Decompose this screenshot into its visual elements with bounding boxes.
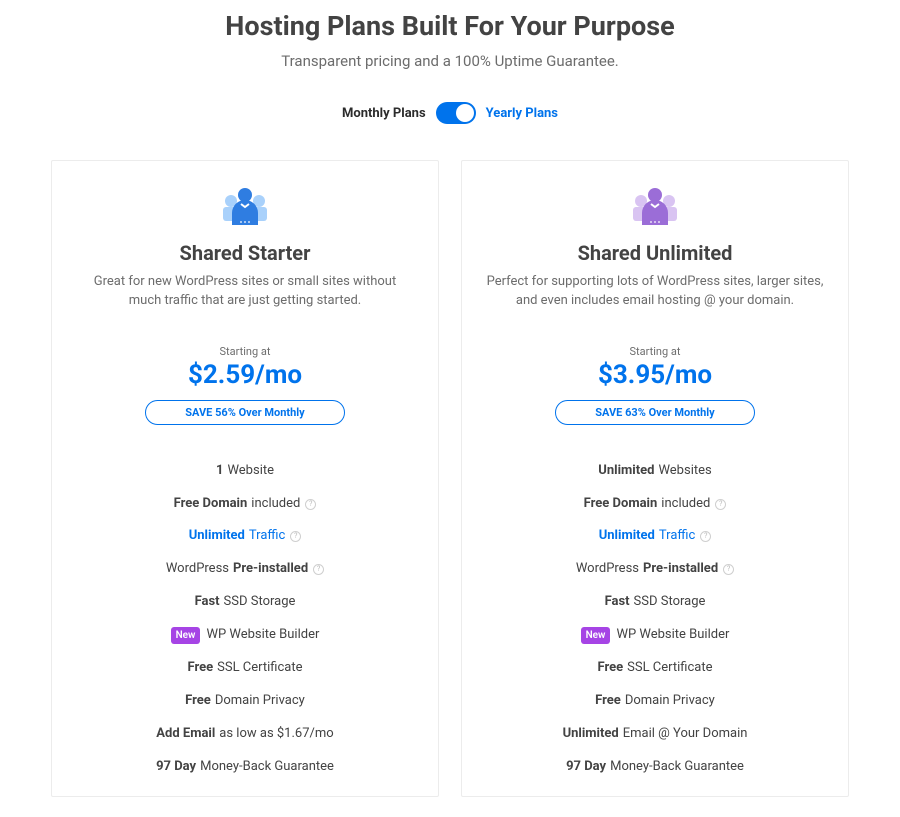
- feature-row: 97 DayMoney-Back Guarantee: [70, 751, 420, 784]
- feature-rest: WP Website Builder: [616, 627, 729, 644]
- pricing-cards: Shared Starter Great for new WordPress s…: [20, 160, 880, 797]
- feature-bold: Free Domain: [584, 496, 658, 513]
- feature-bold: Add Email: [156, 726, 215, 743]
- info-icon[interactable]: ?: [723, 564, 734, 575]
- page-title: Hosting Plans Built For Your Purpose: [20, 0, 880, 42]
- feature-list: UnlimitedWebsitesFree Domainincluded?Unl…: [480, 455, 830, 784]
- save-badge: SAVE 56% Over Monthly: [145, 400, 345, 425]
- feature-bold: Free: [597, 660, 623, 677]
- feature-rest: SSD Storage: [224, 594, 296, 611]
- feature-row: WordPressPre-installed?: [480, 553, 830, 586]
- feature-rest: included: [251, 496, 300, 513]
- feature-bold: Unlimited: [563, 726, 619, 743]
- plan-description: Great for new WordPress sites or small s…: [70, 273, 420, 311]
- feature-row: FreeDomain Privacy: [480, 685, 830, 718]
- feature-bold: Fast: [195, 594, 220, 611]
- info-icon[interactable]: ?: [290, 531, 301, 542]
- feature-row: Add Emailas low as $1.67/mo: [70, 718, 420, 751]
- page-subtitle: Transparent pricing and a 100% Uptime Gu…: [20, 52, 880, 70]
- feature-link[interactable]: Unlimited: [599, 528, 655, 545]
- feature-row: WordPressPre-installed?: [70, 553, 420, 586]
- billing-toggle[interactable]: [436, 102, 476, 124]
- feature-rest: SSL Certificate: [627, 660, 712, 677]
- save-badge: SAVE 63% Over Monthly: [555, 400, 755, 425]
- feature-pre: WordPress: [576, 561, 639, 578]
- starting-label: Starting at: [480, 345, 830, 358]
- feature-bold: Fast: [605, 594, 630, 611]
- plan-name: Shared Unlimited: [480, 241, 830, 265]
- feature-rest: Website: [227, 463, 274, 480]
- feature-link-rest[interactable]: Traffic: [659, 528, 695, 545]
- info-icon[interactable]: ?: [313, 564, 324, 575]
- feature-list: 1WebsiteFree Domainincluded?UnlimitedTra…: [70, 455, 420, 784]
- plan-icon: [217, 185, 273, 227]
- feature-row: UnlimitedTraffic?: [70, 520, 420, 553]
- feature-row: FreeSSL Certificate: [70, 652, 420, 685]
- feature-rest: WP Website Builder: [206, 627, 319, 644]
- feature-rest: Money-Back Guarantee: [200, 759, 334, 776]
- feature-bold: Pre-installed: [233, 561, 308, 578]
- feature-rest: Domain Privacy: [215, 693, 305, 710]
- feature-rest: Money-Back Guarantee: [610, 759, 744, 776]
- pricing-card: Shared Starter Great for new WordPress s…: [51, 160, 439, 797]
- plan-price: $3.95/mo: [480, 360, 830, 390]
- feature-bold: 1: [216, 463, 223, 480]
- feature-rest: SSL Certificate: [217, 660, 302, 677]
- new-badge: New: [171, 627, 201, 644]
- monthly-label[interactable]: Monthly Plans: [342, 106, 426, 121]
- plan-description: Perfect for supporting lots of WordPress…: [480, 273, 830, 311]
- feature-link-rest[interactable]: Traffic: [249, 528, 285, 545]
- feature-row: UnlimitedWebsites: [480, 455, 830, 488]
- feature-rest: SSD Storage: [634, 594, 706, 611]
- feature-row: FreeSSL Certificate: [480, 652, 830, 685]
- pricing-card: Shared Unlimited Perfect for supporting …: [461, 160, 849, 797]
- feature-row: 1Website: [70, 455, 420, 488]
- feature-bold: 97 Day: [156, 759, 196, 776]
- info-icon[interactable]: ?: [305, 499, 316, 510]
- info-icon[interactable]: ?: [700, 531, 711, 542]
- feature-row: UnlimitedTraffic?: [480, 520, 830, 553]
- feature-row: Free Domainincluded?: [70, 488, 420, 521]
- feature-bold: Free: [595, 693, 621, 710]
- feature-row: 97 DayMoney-Back Guarantee: [480, 751, 830, 784]
- yearly-label[interactable]: Yearly Plans: [486, 106, 558, 121]
- feature-rest: Domain Privacy: [625, 693, 715, 710]
- feature-bold: Unlimited: [598, 463, 654, 480]
- feature-row: FreeDomain Privacy: [70, 685, 420, 718]
- starting-label: Starting at: [70, 345, 420, 358]
- feature-link[interactable]: Unlimited: [189, 528, 245, 545]
- info-icon[interactable]: ?: [715, 499, 726, 510]
- feature-row: Free Domainincluded?: [480, 488, 830, 521]
- toggle-knob: [456, 104, 474, 122]
- feature-bold: Free: [185, 693, 211, 710]
- plan-name: Shared Starter: [70, 241, 420, 265]
- feature-row: FastSSD Storage: [480, 586, 830, 619]
- feature-pre: WordPress: [166, 561, 229, 578]
- feature-row: FastSSD Storage: [70, 586, 420, 619]
- feature-row: New WP Website Builder: [70, 619, 420, 652]
- feature-bold: Free Domain: [174, 496, 248, 513]
- feature-row: UnlimitedEmail @ Your Domain: [480, 718, 830, 751]
- feature-bold: 97 Day: [566, 759, 606, 776]
- feature-rest: Websites: [658, 463, 711, 480]
- plan-price: $2.59/mo: [70, 360, 420, 390]
- feature-rest: included: [661, 496, 710, 513]
- new-badge: New: [581, 627, 611, 644]
- billing-toggle-row: Monthly Plans Yearly Plans: [20, 102, 880, 124]
- feature-rest: as low as $1.67/mo: [219, 726, 333, 743]
- feature-rest: Email @ Your Domain: [623, 726, 748, 743]
- feature-bold: Free: [187, 660, 213, 677]
- plan-icon: [627, 185, 683, 227]
- feature-bold: Pre-installed: [643, 561, 718, 578]
- feature-row: New WP Website Builder: [480, 619, 830, 652]
